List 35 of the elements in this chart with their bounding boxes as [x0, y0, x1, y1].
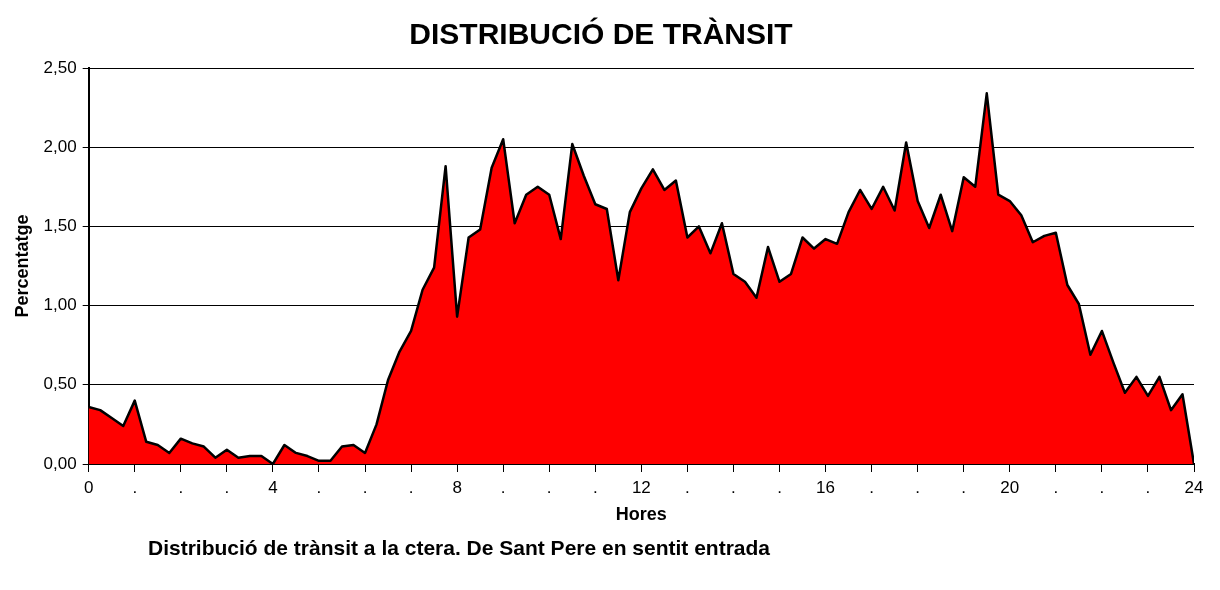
x-tick-label: 12	[631, 477, 651, 497]
x-tick-label: .	[362, 477, 368, 497]
chart-title: DISTRIBUCIÓ DE TRÀNSIT	[409, 17, 793, 51]
y-tick-label: 1,50	[43, 216, 77, 236]
x-tick-label: 20	[1000, 477, 1020, 497]
x-tick-label: .	[869, 477, 874, 497]
x-tick-label: .	[546, 477, 552, 497]
y-axis-title: Percentatge	[11, 214, 32, 318]
y-tick-label: 0,50	[43, 374, 77, 394]
x-tick-label: 16	[816, 477, 836, 497]
x-axis-title: Hores	[615, 504, 667, 525]
x-tick-label: .	[777, 477, 782, 497]
x-tick-label: 0	[83, 477, 94, 497]
x-tick-label: .	[1053, 477, 1059, 497]
x-tick-label: .	[132, 477, 138, 497]
x-tick-label: .	[224, 477, 230, 497]
y-tick-label: 0,00	[43, 453, 77, 473]
y-tick-label: 1,00	[43, 295, 77, 315]
y-tick-label: 2,00	[43, 136, 77, 156]
x-tick-label: .	[731, 477, 736, 497]
x-tick-label: .	[1145, 477, 1151, 497]
x-tick-label: .	[685, 477, 690, 497]
x-tick-label: .	[915, 477, 921, 497]
x-tick-label: 8	[452, 477, 462, 497]
x-tick-label: .	[592, 477, 598, 497]
x-tick-label: .	[1099, 477, 1105, 497]
x-tick-label: 24	[1184, 477, 1204, 497]
text: Distribució de trànsit a la ctera. De Sant Pere en sentit entrada	[148, 536, 771, 559]
x-tick-label: .	[316, 477, 322, 497]
x-tick-label: 4	[268, 477, 278, 497]
x-tick-label: .	[178, 477, 184, 497]
x-tick-label: .	[408, 477, 414, 497]
x-tick-label: .	[500, 477, 506, 497]
x-tick-label: .	[961, 477, 967, 497]
y-tick-label: 2,50	[43, 57, 77, 77]
